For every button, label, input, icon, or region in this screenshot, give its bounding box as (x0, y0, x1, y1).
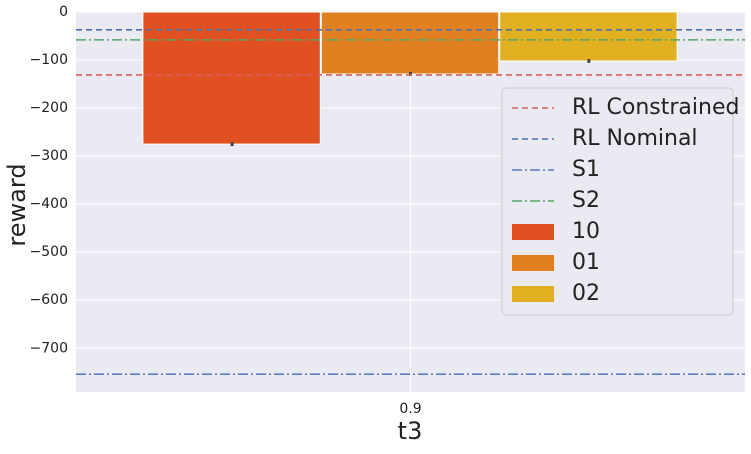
x-axis-label: t3 (398, 417, 423, 445)
bar (142, 11, 321, 145)
legend-swatch (512, 224, 554, 240)
y-axis-label: reward (3, 163, 31, 246)
legend-label: 10 (572, 219, 600, 244)
y-tick-label: −600 (30, 292, 68, 308)
y-tick-label: −500 (30, 244, 68, 260)
y-tick-label: −300 (30, 148, 68, 164)
legend-label: 01 (572, 250, 600, 275)
legend-label: S1 (572, 157, 600, 182)
y-tick-label: 0 (59, 4, 68, 20)
legend-box (501, 87, 734, 316)
x-tick-label: 0.9 (399, 401, 421, 417)
legend-label: RL Constrained (572, 95, 739, 120)
legend-swatch (512, 286, 554, 302)
legend-swatch (512, 255, 554, 271)
legend-label: 02 (572, 281, 600, 306)
legend-label: S2 (572, 188, 600, 213)
bar (499, 11, 678, 62)
y-tick-label: −100 (30, 52, 68, 68)
bar (320, 11, 500, 75)
y-tick-label: −700 (30, 340, 68, 356)
y-tick-label: −200 (30, 100, 68, 116)
legend-label: RL Nominal (572, 126, 698, 151)
y-tick-label: −400 (30, 196, 68, 212)
